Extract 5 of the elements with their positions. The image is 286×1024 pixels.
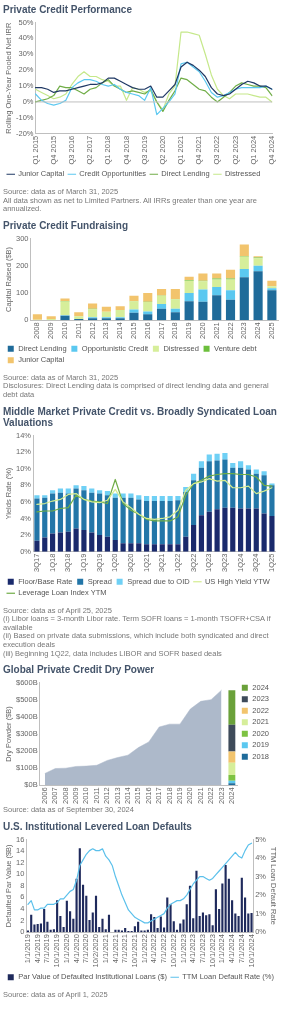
chart-title: U.S. Institutional Levered Loan Defaults <box>3 820 193 832</box>
chart-title: Global Private Credit Dry Power <box>3 664 156 676</box>
chart-title: Middle Market Private Credit vs. Broadly Syndicated Loan Valuations <box>3 405 278 428</box>
chart-title: Private Credit Fundraising <box>3 219 130 231</box>
chart-title: Private Credit Performance <box>3 4 133 15</box>
